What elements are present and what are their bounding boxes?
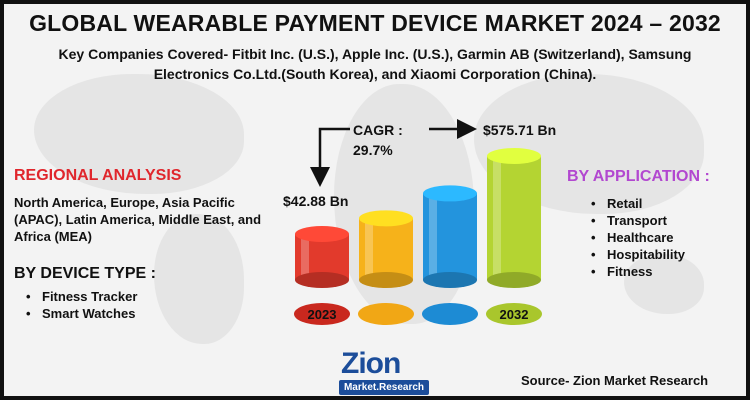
- application-item: Fitness: [583, 263, 685, 280]
- end-value-label: $575.71 Bn: [483, 122, 557, 138]
- application-item: Hospitability: [583, 246, 685, 263]
- market-growth-chart: 2023 2032: [294, 119, 542, 325]
- application-list: Retail Transport Healthcare Hospitabilit…: [583, 195, 685, 280]
- bar-2: [359, 210, 413, 288]
- source-text: Source- Zion Market Research: [521, 373, 709, 388]
- category-tick: 2032: [486, 303, 542, 325]
- regional-analysis-heading: REGIONAL ANALYSIS: [14, 167, 182, 184]
- zion-logo: Zion Market.Research: [335, 347, 431, 396]
- bar-highlight: [365, 218, 373, 280]
- bar-highlight: [301, 234, 309, 280]
- category-tick: [422, 303, 478, 325]
- bar-base: [423, 272, 477, 288]
- bar-highlight: [429, 193, 437, 280]
- category-tick-shape: [294, 303, 350, 325]
- start-value-label: $42.88 Bn: [283, 193, 349, 209]
- application-item: Transport: [583, 212, 685, 229]
- cagr-block: CAGR : 29.7%: [353, 120, 403, 160]
- logo-subtitle: Market.Research: [339, 380, 429, 395]
- bar-top: [487, 148, 541, 164]
- bar-body: [423, 193, 477, 280]
- regional-analysis-text: North America, Europe, Asia Pacific (APA…: [14, 195, 262, 244]
- category-tick: [358, 303, 414, 325]
- application-item: Healthcare: [583, 229, 685, 246]
- bar-body: [487, 156, 541, 280]
- bar-3: [423, 185, 477, 288]
- bar-1: [295, 226, 349, 288]
- bar-base: [487, 272, 541, 288]
- bar-top: [295, 226, 349, 242]
- bar-top: [359, 210, 413, 227]
- cagr-value: 29.7%: [353, 142, 393, 158]
- application-heading: BY APPLICATION :: [567, 168, 710, 185]
- key-companies-text: Key Companies Covered- Fitbit Inc. (U.S.…: [58, 46, 692, 82]
- bar-top: [423, 185, 477, 202]
- bar-body: [359, 218, 413, 280]
- world-map-south-america: [154, 214, 244, 344]
- bar-highlight: [493, 156, 501, 280]
- bar-4: [487, 148, 541, 288]
- category-tick-shape: [486, 303, 542, 325]
- category-tick-shape: [358, 303, 414, 325]
- device-type-item: Fitness Tracker: [18, 288, 137, 305]
- device-type-heading: BY DEVICE TYPE :: [14, 265, 156, 282]
- category-tick-label: 2032: [500, 307, 529, 322]
- down-arrow-icon: [310, 127, 350, 187]
- world-map-north-america: [34, 74, 244, 194]
- logo-wordmark: Zion: [341, 347, 401, 380]
- bar-base: [295, 272, 349, 288]
- category-tick-label: 2023: [308, 307, 337, 322]
- page-title: GLOBAL WEARABLE PAYMENT DEVICE MARKET 20…: [29, 10, 721, 36]
- device-type-item: Smart Watches: [18, 305, 137, 322]
- category-tick: 2023: [294, 303, 350, 325]
- application-item: Retail: [583, 195, 685, 212]
- cagr-label: CAGR :: [353, 122, 403, 138]
- bar-base: [359, 272, 413, 288]
- device-type-list: Fitness Tracker Smart Watches: [18, 288, 137, 322]
- category-tick-shape: [422, 303, 478, 325]
